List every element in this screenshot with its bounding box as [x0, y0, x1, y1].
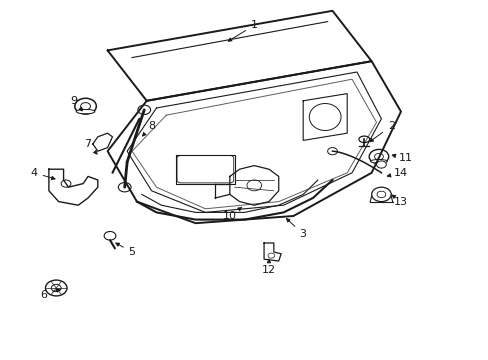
- Text: 3: 3: [286, 219, 306, 239]
- Circle shape: [376, 161, 386, 168]
- Text: 9: 9: [70, 96, 82, 111]
- Circle shape: [118, 183, 131, 192]
- Circle shape: [45, 280, 67, 296]
- Text: 5: 5: [116, 243, 135, 257]
- Circle shape: [327, 148, 337, 155]
- Text: 11: 11: [391, 153, 412, 163]
- Text: 13: 13: [390, 194, 407, 207]
- Text: 4: 4: [31, 168, 55, 180]
- Circle shape: [104, 231, 116, 240]
- Circle shape: [51, 284, 61, 292]
- Text: 2: 2: [369, 121, 394, 142]
- Text: 12: 12: [262, 259, 275, 275]
- Text: 7: 7: [84, 139, 97, 154]
- Ellipse shape: [76, 109, 95, 114]
- Circle shape: [371, 187, 390, 202]
- Circle shape: [138, 105, 150, 114]
- Ellipse shape: [358, 136, 369, 143]
- Text: 14: 14: [386, 168, 407, 178]
- Circle shape: [374, 153, 383, 160]
- Circle shape: [81, 103, 90, 110]
- Circle shape: [75, 98, 96, 114]
- Ellipse shape: [370, 159, 386, 163]
- Text: 10: 10: [223, 207, 242, 221]
- Circle shape: [368, 149, 388, 164]
- Text: 8: 8: [142, 121, 155, 136]
- Circle shape: [376, 191, 385, 198]
- Text: 6: 6: [41, 289, 60, 300]
- Text: 1: 1: [228, 20, 257, 41]
